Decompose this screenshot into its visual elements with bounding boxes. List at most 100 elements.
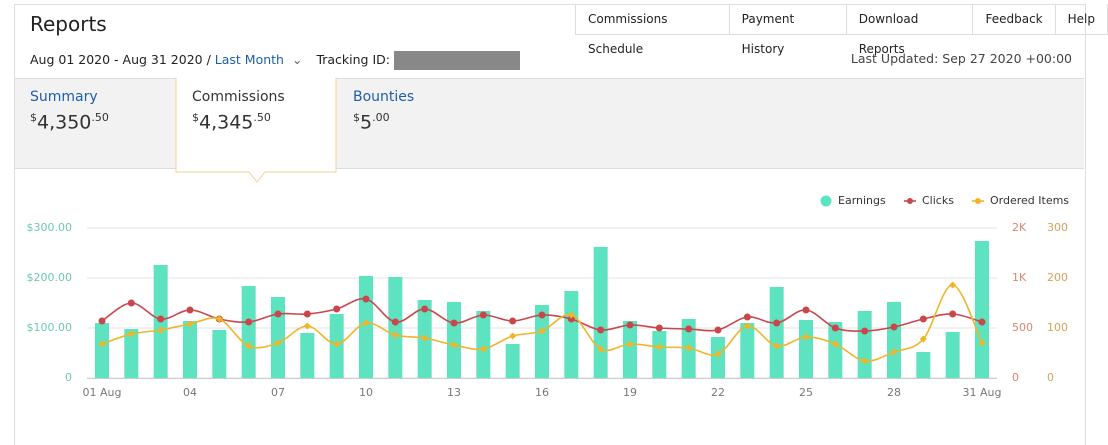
bar xyxy=(945,332,960,378)
x-tick-label: 28 xyxy=(887,386,901,399)
marker xyxy=(215,315,223,323)
tab-name: Commissions xyxy=(192,89,285,105)
nav-button[interactable]: Help xyxy=(1055,4,1108,35)
marker xyxy=(861,357,869,365)
amount: 4,345 xyxy=(199,111,254,134)
tab[interactable]: Bounties $5.00 xyxy=(353,89,414,133)
marker xyxy=(861,327,869,335)
marker xyxy=(186,320,194,328)
marker xyxy=(626,321,634,329)
marker xyxy=(655,324,663,332)
bar xyxy=(124,329,139,378)
marker xyxy=(333,340,341,348)
amount: 4,350 xyxy=(37,111,92,134)
bar xyxy=(857,311,872,378)
bar xyxy=(828,322,843,378)
marker xyxy=(127,330,135,338)
tracking-label: Tracking ID: xyxy=(316,52,390,67)
active-tab-box xyxy=(175,78,337,183)
legend-swatch xyxy=(907,198,913,204)
page: Reports Commissions Schedule Payment His… xyxy=(14,4,1108,445)
tab-amount: $5.00 xyxy=(353,111,414,133)
nav-button[interactable]: Payment History xyxy=(729,4,847,56)
marker xyxy=(391,331,399,339)
bar xyxy=(593,247,608,378)
y-tick-label: 0 xyxy=(65,371,72,384)
dropdown-caret: ⌄ xyxy=(291,52,303,67)
marker xyxy=(98,340,106,348)
cents: .00 xyxy=(372,111,390,124)
marker xyxy=(597,345,605,353)
nav-button[interactable]: Commissions Schedule xyxy=(576,4,730,56)
marker xyxy=(127,299,135,307)
bar xyxy=(271,297,285,378)
bar xyxy=(212,330,227,378)
bar xyxy=(183,321,197,378)
bar xyxy=(564,291,579,378)
nav-button[interactable]: Feedback xyxy=(973,4,1056,35)
legend-label: Earnings xyxy=(838,194,886,207)
bar xyxy=(623,321,637,378)
marker xyxy=(773,342,781,350)
y2-tick-label: 500 xyxy=(1012,321,1033,334)
y2-tick-label: 0 xyxy=(1012,371,1019,384)
panel xyxy=(14,4,1086,445)
marker xyxy=(949,310,957,318)
marker xyxy=(655,343,663,351)
marker xyxy=(890,348,898,356)
tab-name: Bounties xyxy=(353,89,415,105)
tracking-id-redacted xyxy=(393,51,520,70)
bar xyxy=(975,241,989,378)
bar xyxy=(300,333,315,378)
bar xyxy=(388,277,403,378)
legend-swatch xyxy=(820,195,832,207)
marker xyxy=(303,310,311,318)
marker xyxy=(978,318,986,326)
marker xyxy=(421,305,429,313)
marker xyxy=(303,322,311,330)
currency: $ xyxy=(192,111,199,124)
amount: 5 xyxy=(360,111,373,134)
marker xyxy=(626,340,634,348)
marker xyxy=(685,325,693,333)
bar xyxy=(359,276,373,378)
marker xyxy=(831,340,839,348)
bar xyxy=(241,286,256,378)
marker xyxy=(391,318,399,326)
marker xyxy=(450,341,458,349)
marker xyxy=(714,350,722,358)
marker xyxy=(831,324,839,332)
tab[interactable]: Summary $4,350.50 xyxy=(30,89,109,133)
marker xyxy=(949,281,957,289)
marker xyxy=(362,319,370,327)
x-tick-label: 19 xyxy=(623,386,637,399)
cents: .50 xyxy=(253,111,271,124)
nav-button[interactable]: Download Reports xyxy=(846,4,974,56)
marker xyxy=(274,310,282,318)
bar xyxy=(887,302,901,378)
currency: $ xyxy=(30,111,37,124)
y-tick-label: $100.00 xyxy=(27,321,73,334)
marker xyxy=(157,326,165,334)
marker xyxy=(597,326,605,334)
marker xyxy=(567,315,575,323)
tab[interactable]: Commissions $4,345.50 xyxy=(192,89,285,133)
tab-amount: $4,350.50 xyxy=(30,111,109,133)
tab-amount: $4,345.50 xyxy=(192,111,285,133)
marker xyxy=(333,305,341,313)
marker xyxy=(567,311,575,319)
period-dropdown[interactable]: Last Month xyxy=(214,52,284,67)
bar xyxy=(916,352,931,378)
marker xyxy=(802,333,810,341)
bar xyxy=(535,305,549,378)
tab-name: Summary xyxy=(30,89,98,105)
marker xyxy=(98,317,106,325)
marker xyxy=(186,306,194,314)
marker xyxy=(362,295,370,303)
marker xyxy=(802,306,810,314)
marker xyxy=(421,334,429,342)
marker xyxy=(890,323,898,331)
bar xyxy=(476,311,491,378)
marker xyxy=(509,332,517,340)
bar xyxy=(95,323,109,378)
